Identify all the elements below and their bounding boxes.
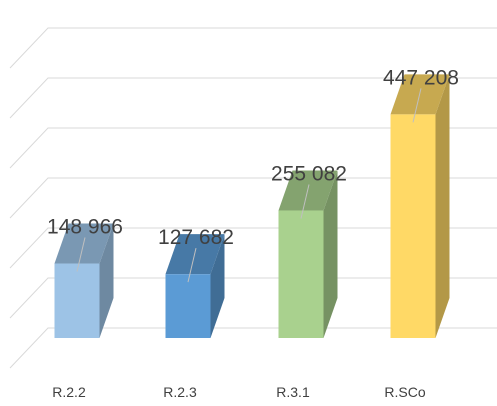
bar — [390, 114, 436, 338]
bar — [165, 274, 211, 338]
data-label: 447 208 — [383, 66, 459, 89]
gridlines — [9, 27, 497, 369]
data-labels: 148 966 127 682 255 082 447 208 — [47, 66, 459, 283]
category-tick-label: R.SCo — [384, 384, 425, 400]
category-tick-label: R.3.1 — [276, 384, 310, 400]
bar — [278, 210, 324, 338]
gridline — [9, 127, 497, 169]
gridline — [9, 277, 497, 319]
bar — [54, 263, 100, 338]
leader-line — [76, 237, 86, 272]
gridline — [9, 27, 497, 69]
gridline — [9, 327, 497, 369]
bar-side — [99, 223, 114, 338]
category-axis: R.2.2 R.2.3 R.3.1 R.SCo — [52, 384, 426, 400]
category-tick-label: R.2.3 — [163, 384, 197, 400]
bar-side — [323, 170, 338, 338]
bar-series — [54, 74, 450, 339]
bar-side — [210, 234, 225, 338]
gridline — [9, 227, 497, 269]
leader-line — [300, 184, 310, 219]
category-tick-label: R.2.2 — [52, 384, 86, 400]
leader-line — [187, 248, 197, 283]
gridline — [9, 177, 497, 219]
gridline — [9, 77, 497, 119]
data-label: 127 682 — [158, 226, 234, 249]
leader-line — [412, 88, 422, 123]
data-label: 148 966 — [47, 216, 123, 239]
bar-side — [435, 74, 450, 339]
data-label: 255 082 — [271, 162, 347, 185]
